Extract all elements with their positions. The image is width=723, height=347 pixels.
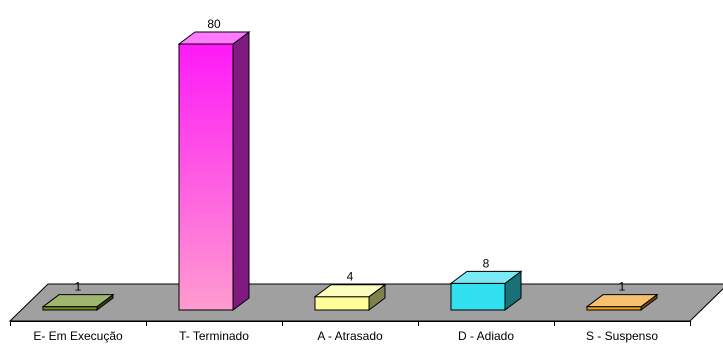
bar-4 <box>449 270 523 311</box>
bars <box>41 31 659 311</box>
x-axis <box>10 321 691 326</box>
bar-1 <box>41 293 115 311</box>
value-label: 8 <box>483 256 490 270</box>
bar-3 <box>313 283 387 311</box>
bar-2 <box>177 31 251 311</box>
category-label: E- Em Execução <box>33 329 123 343</box>
bar-top <box>585 294 659 308</box>
bar-front <box>178 43 234 311</box>
category-label: S - Suspenso <box>586 329 658 343</box>
value-label: 80 <box>207 17 221 31</box>
value-label: 1 <box>619 280 626 294</box>
value-label: 4 <box>347 270 354 284</box>
bar-side <box>232 31 250 311</box>
category-label: T- Terminado <box>179 329 249 343</box>
bar-top <box>313 284 387 298</box>
bar-front <box>314 296 370 311</box>
bar-top <box>41 294 115 308</box>
bar-top <box>449 270 523 284</box>
category-label: A - Atrasado <box>317 329 383 343</box>
bar-5 <box>585 293 659 311</box>
bar-top <box>177 31 251 45</box>
labels: 1 E- Em Execução 80 T- Terminado 4 A - Atrasa… <box>33 17 658 343</box>
value-label: 1 <box>75 280 82 294</box>
bar-front <box>450 282 506 311</box>
category-label: D - Adiado <box>458 329 514 343</box>
